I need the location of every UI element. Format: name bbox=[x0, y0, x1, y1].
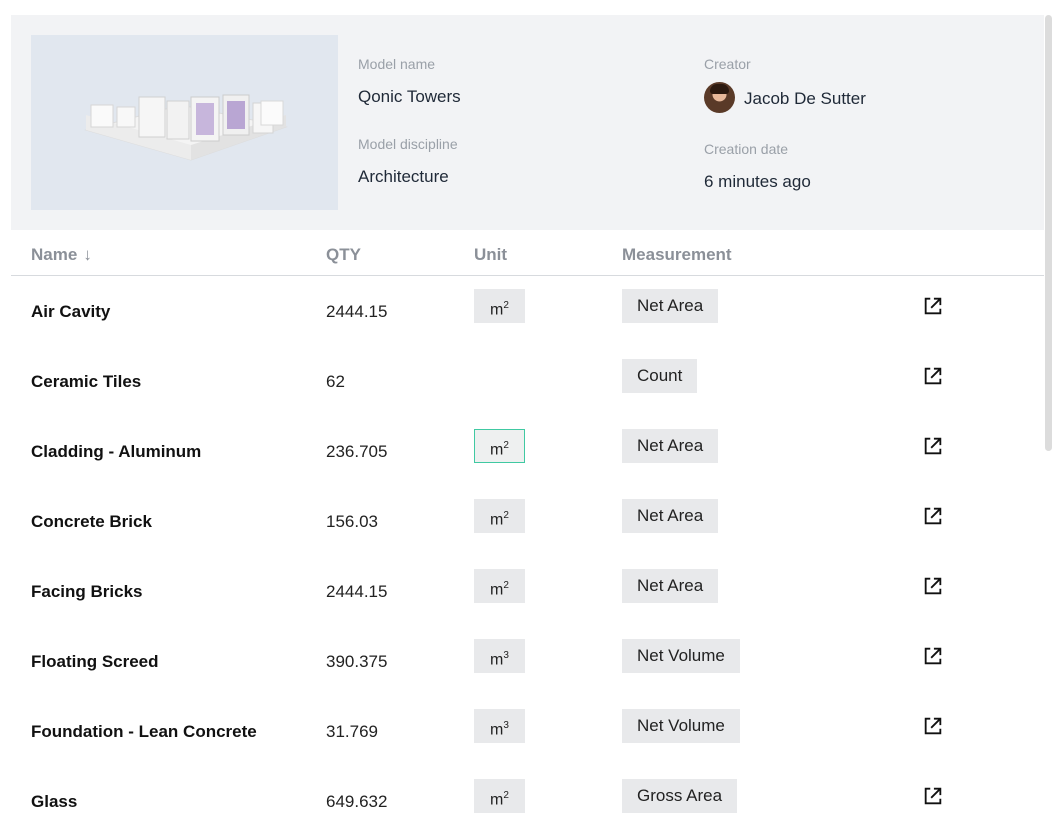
creator-name: Jacob De Sutter bbox=[744, 89, 866, 108]
open-external-icon[interactable] bbox=[922, 505, 944, 527]
open-external-icon[interactable] bbox=[922, 715, 944, 737]
model-name-label: Model name bbox=[358, 56, 436, 72]
row-qty: 156.03 bbox=[326, 512, 378, 531]
row-name: Concrete Brick bbox=[31, 512, 152, 531]
unit-exponent: 2 bbox=[503, 300, 509, 311]
row-name: Facing Bricks bbox=[31, 582, 143, 601]
unit-selector[interactable]: m2 bbox=[474, 429, 525, 463]
row-name: Glass bbox=[31, 792, 78, 811]
unit-exponent: 3 bbox=[503, 720, 509, 731]
table-row: Concrete Brick 156.03 m2 Net Area bbox=[11, 487, 1044, 557]
table-row: Facing Bricks 2444.15 m2 Net Area bbox=[11, 557, 1044, 627]
unit-exponent: 3 bbox=[503, 650, 509, 661]
unit-selector[interactable]: m3 bbox=[474, 709, 525, 743]
table-row: Floating Screed 390.375 m3 Net Volume bbox=[11, 627, 1044, 697]
model-thumbnail bbox=[31, 35, 338, 210]
measurement-selector[interactable]: Count bbox=[622, 359, 698, 393]
column-header-name-label: Name bbox=[31, 245, 78, 264]
creation-date-value: 6 minutes ago bbox=[704, 172, 811, 191]
unit-selector[interactable]: m2 bbox=[474, 499, 525, 533]
measurement-selector[interactable]: Gross Area bbox=[622, 779, 738, 813]
open-external-icon[interactable] bbox=[922, 365, 944, 387]
unit-exponent: 2 bbox=[503, 790, 509, 801]
row-qty: 62 bbox=[326, 372, 345, 391]
building-model-image bbox=[84, 94, 288, 161]
column-header-measurement[interactable]: Measurement bbox=[622, 245, 732, 264]
row-qty: 31.769 bbox=[326, 722, 378, 741]
unit-base: m bbox=[490, 511, 504, 529]
measurement-selector[interactable]: Net Area bbox=[622, 499, 719, 533]
measurement-selector[interactable]: Net Volume bbox=[622, 639, 740, 673]
open-external-icon[interactable] bbox=[922, 435, 944, 457]
unit-selector[interactable]: m2 bbox=[474, 779, 525, 813]
table-row: Air Cavity 2444.15 m2 Net Area bbox=[11, 277, 1044, 347]
row-qty: 2444.15 bbox=[326, 582, 388, 601]
measurement-selector[interactable]: Net Area bbox=[622, 429, 719, 463]
measurement-selector[interactable]: Net Volume bbox=[622, 709, 740, 743]
row-name: Cladding - Aluminum bbox=[31, 442, 202, 461]
unit-base: m bbox=[490, 301, 504, 319]
table-row: Ceramic Tiles 62 Count bbox=[11, 347, 1044, 417]
row-qty: 649.632 bbox=[326, 792, 388, 811]
column-header-qty[interactable]: QTY bbox=[326, 245, 361, 264]
avatar bbox=[704, 82, 735, 113]
row-qty: 390.375 bbox=[326, 652, 388, 671]
unit-base: m bbox=[490, 651, 504, 669]
row-name: Air Cavity bbox=[31, 302, 111, 321]
column-header-name[interactable]: Name ↓ bbox=[31, 245, 92, 265]
table-row: Foundation - Lean Concrete 31.769 m3 Net… bbox=[11, 697, 1044, 767]
table-row: Cladding - Aluminum 236.705 m2 Net Area bbox=[11, 417, 1044, 487]
sort-descending-icon[interactable]: ↓ bbox=[83, 245, 92, 264]
column-header-unit[interactable]: Unit bbox=[474, 245, 508, 264]
row-qty: 236.705 bbox=[326, 442, 388, 461]
row-name: Foundation - Lean Concrete bbox=[31, 722, 257, 741]
model-info-panel: Model name Qonic Towers Model discipline… bbox=[11, 15, 1044, 230]
table-header: Name ↓ QTY Unit Measurement bbox=[11, 230, 1044, 276]
unit-selector[interactable]: m2 bbox=[474, 289, 525, 323]
creation-date-label: Creation date bbox=[704, 141, 789, 157]
row-name: Floating Screed bbox=[31, 652, 159, 671]
measurement-selector[interactable]: Net Area bbox=[622, 569, 719, 603]
unit-exponent: 2 bbox=[503, 440, 509, 451]
unit-selector[interactable]: m3 bbox=[474, 639, 525, 673]
measurement-selector[interactable]: Net Area bbox=[622, 289, 719, 323]
unit-exponent: 2 bbox=[503, 510, 509, 521]
open-external-icon[interactable] bbox=[922, 785, 944, 807]
open-external-icon[interactable] bbox=[922, 645, 944, 667]
unit-base: m bbox=[490, 791, 504, 809]
open-external-icon[interactable] bbox=[922, 575, 944, 597]
model-name-value: Qonic Towers bbox=[358, 87, 461, 106]
vertical-scrollbar[interactable] bbox=[1045, 15, 1052, 451]
creator-label: Creator bbox=[704, 56, 751, 72]
unit-selector[interactable]: m2 bbox=[474, 569, 525, 603]
model-discipline-label: Model discipline bbox=[358, 136, 458, 152]
row-name: Ceramic Tiles bbox=[31, 372, 142, 391]
row-qty: 2444.15 bbox=[326, 302, 388, 321]
model-discipline-value: Architecture bbox=[358, 167, 449, 186]
unit-base: m bbox=[490, 581, 504, 599]
table-row: Glass 649.632 m2 Gross Area bbox=[11, 767, 1044, 837]
unit-base: m bbox=[490, 441, 504, 459]
open-external-icon[interactable] bbox=[922, 295, 944, 317]
unit-exponent: 2 bbox=[503, 580, 509, 591]
unit-base: m bbox=[490, 721, 504, 739]
